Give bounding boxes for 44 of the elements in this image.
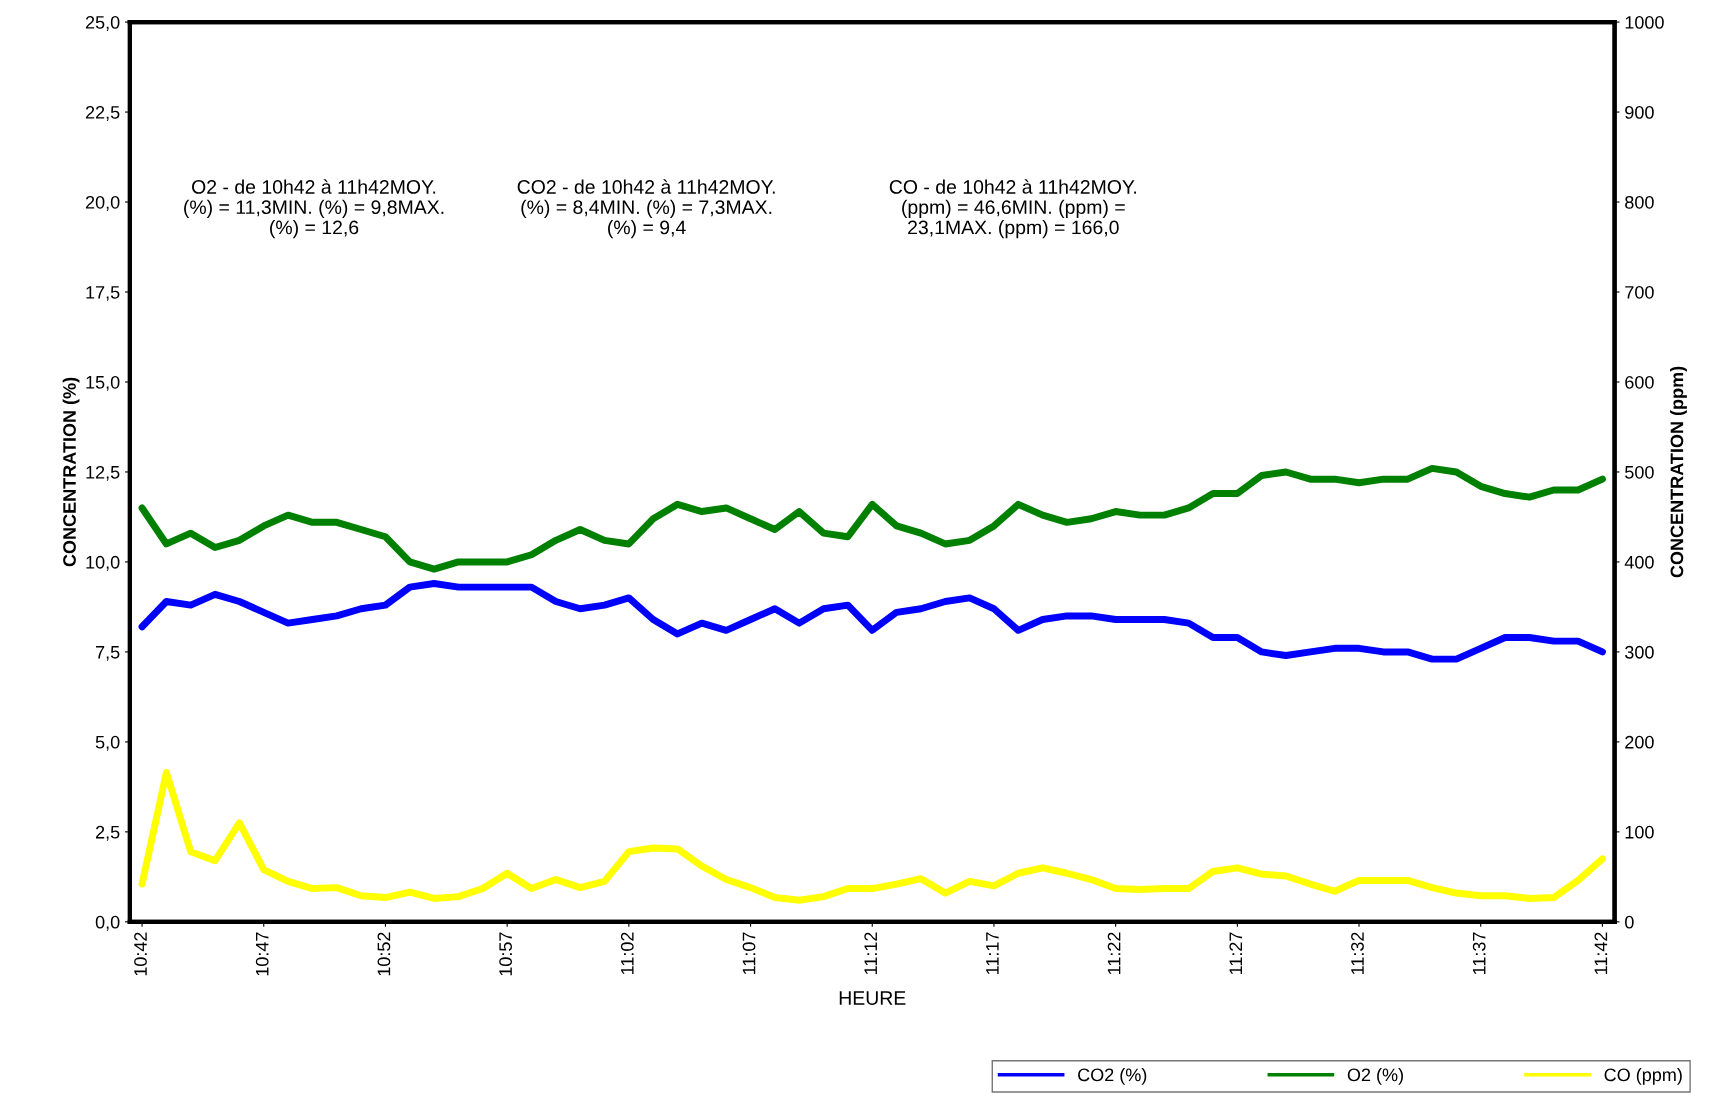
legend-label: CO2 (%) [1078, 1067, 1147, 1085]
y2-axis-title: CONCENTRATION (ppm) [1670, 366, 1687, 578]
x-tick-label: 11:32 [1351, 932, 1364, 975]
x-tick-label: 11:17 [986, 932, 999, 975]
y2-tick-label: 1000 [1625, 16, 1664, 29]
x-tick-label: 10:42 [134, 932, 147, 976]
y-tick-label: 22,5 [85, 105, 120, 121]
y-tick-label: 5,0 [95, 735, 120, 751]
y2-tick-label: 900 [1625, 105, 1654, 119]
y-tick-label: 20,0 [85, 195, 120, 211]
x-axis-title: HEURE [839, 991, 906, 1005]
y2-tick-label: 300 [1625, 645, 1654, 659]
x-tick-label: 11:22 [1107, 932, 1121, 975]
y2-tick-label: 700 [1625, 285, 1654, 299]
y-tick-label: 10,0 [86, 555, 120, 571]
annotation: CO - de 10h42 à 11h42MOY. (ppm) = 46,6MIN. (ppm) = 23,1MAX. (ppm) = 166,0 [889, 179, 1137, 239]
y-tick-label: 12,5 [86, 465, 120, 481]
x-tick-label: 11:37 [1472, 932, 1486, 975]
x-tick-label: 11:42 [1594, 932, 1608, 975]
x-tick-label: 11:02 [620, 932, 634, 975]
x-tick-label: 11:12 [864, 932, 877, 975]
legend-label: O2 (%) [1347, 1067, 1403, 1085]
y2-tick-label: 0 [1625, 915, 1634, 929]
y-axis-title: CONCENTRATION (%) [62, 377, 80, 567]
y-tick-label: 7,5 [96, 646, 120, 661]
annotation: O2 - de 10h42 à 11h42MOY. (%) = 11,3MIN. (%) = 9,8MAX. (%) = 12,6 [184, 179, 444, 239]
y2-tick-label: 500 [1625, 465, 1654, 479]
y2-tick-label: 400 [1624, 555, 1654, 569]
x-tick-label: 11:07 [742, 932, 756, 975]
y2-tick-label: 100 [1625, 825, 1654, 839]
y-tick-label: 17,5 [86, 286, 120, 301]
y2-tick-label: 800 [1625, 195, 1654, 209]
y-tick-label: 2,5 [95, 825, 120, 841]
x-tick-label: 10:52 [377, 932, 391, 976]
y-tick-label: 25,0 [85, 16, 120, 31]
x-tick-label: 10:57 [499, 932, 512, 976]
y2-tick-label: 600 [1625, 375, 1654, 389]
annotation: CO2 - de 10h42 à 11h42MOY. (%) = 8,4MIN. (%) = 7,3MAX. (%) = 9,4 [517, 179, 775, 239]
x-tick-label: 11:27 [1229, 932, 1243, 975]
y2-tick-label: 200 [1625, 735, 1654, 749]
legend-label: CO (ppm) [1604, 1067, 1682, 1085]
x-tick-label: 10:47 [255, 932, 269, 976]
y-tick-label: 0,0 [95, 915, 120, 931]
y-tick-label: 15,0 [86, 375, 120, 391]
